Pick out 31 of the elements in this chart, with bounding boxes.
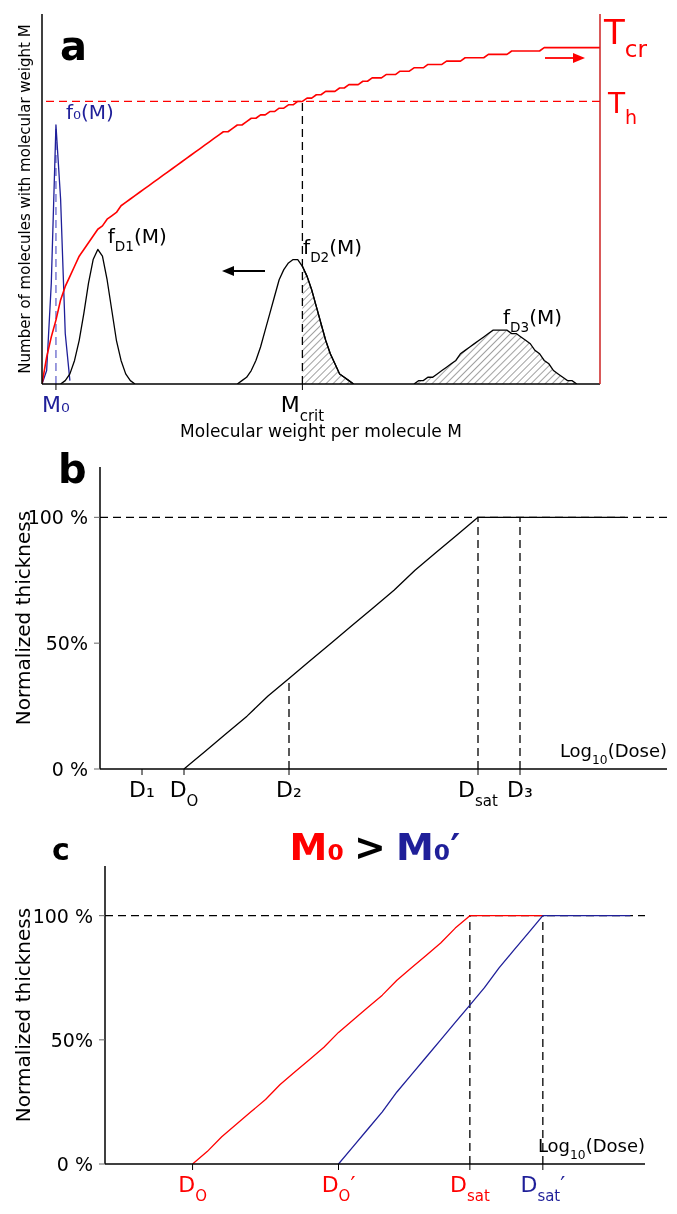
x-tick-label: D$_{O}$′ xyxy=(321,1172,356,1205)
x-axis-title: Log$_{10}$(Dose) xyxy=(559,740,667,767)
x-tick-label: D$_{O}$ xyxy=(178,1172,207,1205)
series-label: f$_{D1}$(M) xyxy=(107,224,167,255)
y-tick-label: 0 % xyxy=(56,1153,93,1175)
text: M₀ xyxy=(289,825,345,869)
x-tick-label: D₃ xyxy=(507,777,533,802)
annotation: > xyxy=(354,825,386,869)
x-tick-label: D₁ xyxy=(129,777,155,802)
y2-axis-title: T$_{cr}$ xyxy=(603,12,648,62)
series-label: f$_{D3}$(M) xyxy=(503,305,563,336)
y-tick-label: 100 % xyxy=(32,904,93,927)
series-label: f$_{D2}$(M) xyxy=(303,234,363,265)
x-tick-label: D$_{sat}$ xyxy=(458,777,499,810)
chart-title: b xyxy=(58,446,87,492)
series-label: f₀(M) xyxy=(65,100,114,124)
text: M₀′ xyxy=(395,825,461,869)
x-tick-label: D$_{O}$ xyxy=(169,777,199,810)
x-tick-label: D₂ xyxy=(276,777,302,802)
y-tick-label: 0 % xyxy=(51,758,88,780)
ref-line-label: T$_{h}$ xyxy=(607,87,638,129)
y-tick-label: 50% xyxy=(45,632,88,655)
x-tick-label: D$_{sat}$ xyxy=(449,1172,490,1205)
chart-title: a xyxy=(60,23,87,69)
x-axis-title: Molecular weight per molecule M xyxy=(180,421,462,441)
y-tick-label: 50% xyxy=(50,1028,93,1051)
x-axis-title: Log$_{10}$(Dose) xyxy=(537,1135,645,1162)
y-axis-title: Number of molecules with molecular weight M xyxy=(16,24,34,374)
y-axis-title: Normalized thickness xyxy=(11,907,35,1123)
chart-title: c xyxy=(52,832,70,867)
x-tick-label: D$_{sat}$′ xyxy=(520,1172,566,1205)
